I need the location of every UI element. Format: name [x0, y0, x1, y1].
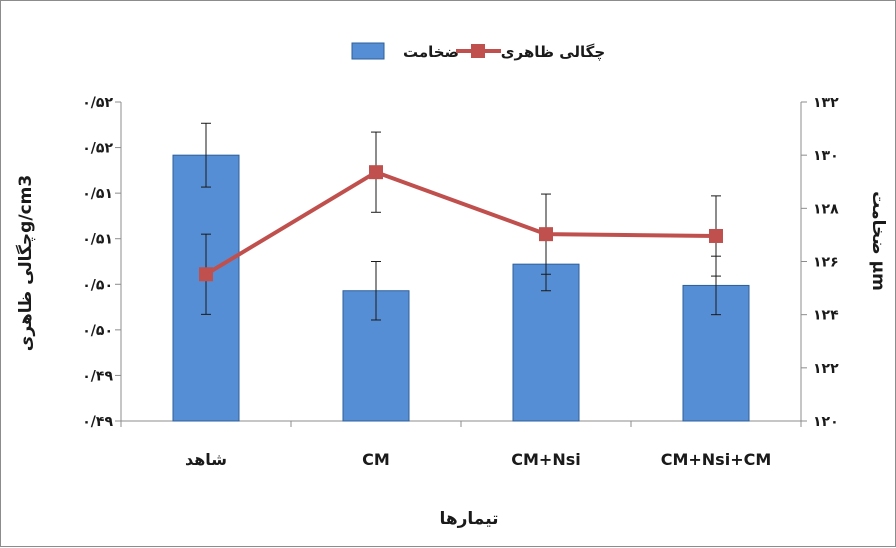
bar-error-bars [201, 122, 721, 321]
x-tick-label: CM [362, 450, 390, 469]
density-point [709, 228, 723, 243]
y-left-tick-label: ۰/۵۱ [82, 232, 113, 248]
x-tick-label: CM+Nsi+CM [661, 450, 772, 469]
y-right-tick-label: ۱۳۰ [813, 148, 839, 164]
x-axis-title: تیمارها [439, 509, 498, 529]
y-right-tick-label: ۱۲۰ [813, 414, 839, 430]
axes: ۰/۴۹ ۰/۴۹ ۰/۵۰ ۰/۵۰ ۰/۵۱ ۰/۵۱ ۰/۵۲ ۰/۵۲ ۱۲۰ ۱۲۲ ۱۲… [82, 95, 839, 469]
y-right-axis-title: ضخامت µm [868, 191, 888, 291]
density-point [199, 267, 213, 282]
axis-labels: تیمارها چگالی ظاهریg/cm3 ضخامت µm [15, 175, 888, 529]
legend: ضخامت چگالی ظاهری [351, 42, 605, 62]
y-right-tick-label: ۱۲۲ [813, 361, 839, 377]
legend-bar-label: ضخامت [403, 43, 459, 61]
density-point [539, 227, 553, 242]
legend-line-label: چگالی ظاهری [501, 43, 605, 62]
legend-line-marker [471, 44, 485, 58]
y-left-tick-label: ۰/۴۹ [82, 368, 113, 384]
y-left-tick-label: ۰/۵۲ [82, 141, 113, 157]
density-point [369, 165, 383, 180]
y-right-tick-label: ۱۳۲ [813, 95, 839, 111]
y-left-tick-label: ۰/۵۱ [82, 186, 113, 202]
density-line [204, 169, 717, 276]
y-right-tick-label: ۱۲۸ [813, 201, 839, 217]
x-tick-label: CM+Nsi [511, 450, 580, 469]
bars [172, 154, 750, 422]
x-tick-label: شاهد [185, 450, 227, 469]
legend-bar-swatch [351, 42, 385, 60]
line-series [199, 131, 723, 315]
y-left-tick-label: ۰/۵۲ [82, 95, 113, 111]
y-left-tick-label: ۰/۴۹ [82, 414, 113, 430]
y-right-tick-label: ۱۲۶ [813, 255, 839, 271]
y-left-tick-label: ۰/۵۰ [82, 277, 113, 293]
y-left-axis-title: چگالی ظاهریg/cm3 [15, 175, 36, 351]
y-left-tick-label: ۰/۵۰ [82, 323, 113, 339]
y-right-tick-label: ۱۲۴ [813, 308, 839, 324]
